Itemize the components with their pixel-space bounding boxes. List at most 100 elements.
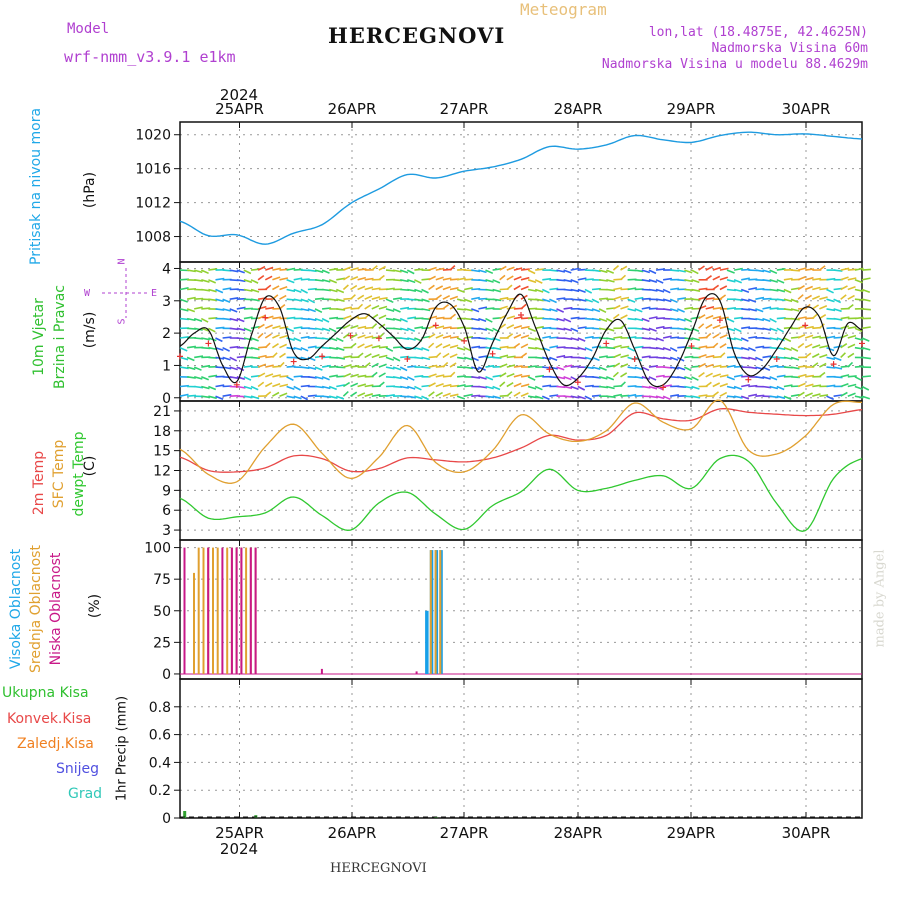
- wind-barb: [691, 269, 699, 275]
- wind-barb: [804, 383, 814, 388]
- wind-barb: [563, 327, 573, 332]
- cloud-bar-niska: [320, 668, 323, 674]
- gust-marker: [603, 340, 610, 347]
- wind-barb: [442, 304, 449, 310]
- wind-barb: [329, 346, 338, 350]
- wind-barb: [407, 337, 416, 341]
- wind-barb: [712, 364, 722, 368]
- wind-barb: [229, 297, 239, 300]
- wind-barb: [478, 376, 487, 380]
- wind-barb: [528, 365, 537, 368]
- wind-barb: [421, 356, 431, 361]
- wind-barb: [336, 298, 345, 302]
- wind-barb: [648, 279, 658, 283]
- wind-barb: [236, 366, 245, 372]
- precip-hail-label: Grad: [68, 786, 103, 802]
- cloud-bar-srednja: [434, 550, 437, 674]
- wind-barb: [698, 371, 705, 378]
- wind-barb: [762, 269, 771, 274]
- wind-barb: [336, 308, 346, 311]
- wind-barb: [854, 385, 863, 390]
- wind-barb: [236, 376, 246, 380]
- wind-barb: [527, 269, 536, 275]
- wind-barb: [492, 385, 501, 391]
- wind-barb: [279, 375, 289, 378]
- wind-barb: [520, 343, 529, 349]
- wind-barb: [740, 288, 750, 294]
- y-tick-label: 2: [162, 326, 171, 342]
- y-tick-label: 25: [153, 635, 171, 651]
- cloud-bar-niska: [207, 547, 210, 674]
- wind-barb: [456, 384, 466, 388]
- wind-barb: [236, 279, 246, 283]
- wind-barb: [307, 298, 316, 304]
- gust-marker: [716, 317, 723, 324]
- wind-barb: [243, 288, 253, 292]
- wind-barb: [471, 296, 480, 300]
- wind-barb: [613, 287, 623, 291]
- wind-barb: [279, 383, 289, 388]
- wind-barb: [684, 317, 693, 323]
- wind-barb: [797, 316, 807, 320]
- wind-barb: [655, 268, 665, 271]
- wind-barb: [719, 316, 729, 320]
- wind-barb: [378, 363, 387, 368]
- wind-barb: [613, 344, 622, 349]
- wind-barb: [719, 276, 729, 281]
- wind-barb: [606, 288, 616, 292]
- wind-barb: [321, 269, 330, 274]
- wind-barb: [471, 308, 480, 313]
- wind-barb: [194, 306, 203, 310]
- wind-barb: [577, 277, 587, 281]
- wind-barb: [833, 269, 843, 272]
- wind-barb: [705, 372, 713, 378]
- wind-barb: [506, 355, 516, 359]
- wind-barb: [499, 323, 507, 329]
- wind-barb: [584, 288, 593, 294]
- wind-barb: [399, 317, 408, 323]
- wind-barb: [222, 393, 232, 397]
- wind-barb: [392, 297, 403, 300]
- wind-barb: [179, 308, 189, 312]
- wind-barb: [392, 327, 403, 331]
- wind-barb: [392, 308, 401, 313]
- wind-barb: [847, 361, 854, 368]
- wind-barb: [400, 306, 410, 310]
- wind-barb: [755, 269, 765, 273]
- wind-barb: [215, 384, 225, 388]
- wind-barb: [847, 277, 857, 281]
- wind-barb: [399, 269, 409, 274]
- wind-barb: [279, 294, 287, 300]
- cloud-bar-niska: [235, 547, 238, 674]
- wind-barb: [534, 385, 543, 391]
- wind-barb: [861, 356, 871, 360]
- wind-barb: [364, 384, 374, 388]
- wind-barb: [328, 279, 337, 284]
- wind-barb: [549, 317, 559, 321]
- wind-barb: [342, 284, 349, 291]
- wind-barb: [606, 279, 615, 283]
- wind-barb: [804, 285, 813, 291]
- wind-barb: [421, 346, 430, 352]
- wind-barb: [357, 374, 367, 378]
- wind-barb: [705, 381, 712, 388]
- wind-barb: [833, 298, 842, 304]
- wind-barb: [371, 353, 380, 359]
- gust-marker: [859, 340, 865, 347]
- cloud-bar-niska: [183, 547, 186, 674]
- y-tick-label: 0.6: [149, 728, 171, 744]
- wind-barb: [506, 373, 515, 378]
- wind-barb: [321, 364, 331, 368]
- wind-barb: [463, 298, 473, 303]
- wind-barb: [811, 362, 819, 368]
- wind-barb: [755, 356, 764, 362]
- wind-barb: [556, 354, 566, 359]
- wind-barb: [812, 286, 821, 291]
- top-date-label: 25APR: [215, 100, 264, 118]
- wind-barb: [314, 376, 324, 380]
- wind-barb: [307, 345, 317, 349]
- wind-barb: [534, 288, 544, 293]
- wind-barb: [691, 288, 701, 292]
- wind-barb: [364, 304, 372, 310]
- wind-barb: [371, 265, 378, 271]
